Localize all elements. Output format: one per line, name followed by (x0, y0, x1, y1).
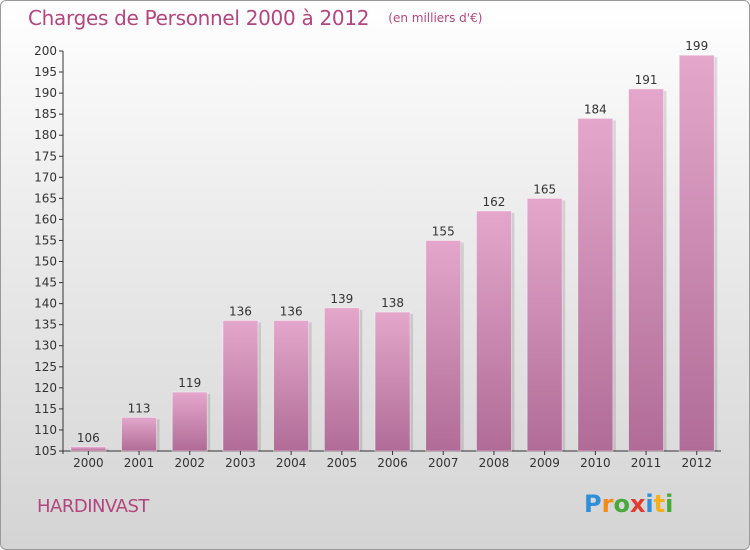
value-label-2007: 155 (432, 224, 455, 238)
x-tick-label-2007: 2007 (428, 456, 459, 470)
x-tick-label-2005: 2005 (327, 456, 358, 470)
value-label-2006: 138 (381, 296, 404, 310)
y-tick-label: 125 (34, 360, 57, 374)
bar-2008 (476, 210, 512, 452)
value-label-2012: 199 (685, 39, 708, 53)
y-tick-label: 180 (34, 128, 57, 142)
y-tick-label: 135 (34, 318, 57, 332)
y-tick-label: 195 (34, 65, 57, 79)
logo-letter: r (601, 490, 614, 518)
x-tick-label-2011: 2011 (631, 456, 662, 470)
value-label-2001: 113 (128, 401, 151, 415)
y-tick-label: 185 (34, 107, 57, 121)
bar-2011 (628, 88, 664, 452)
y-tick-label: 200 (34, 44, 57, 58)
y-tick-label: 170 (34, 170, 57, 184)
value-label-2002: 119 (178, 376, 201, 390)
logo-letter: i (665, 490, 674, 518)
bar-2002 (171, 391, 208, 452)
x-tick-label-2002: 2002 (174, 456, 205, 470)
bar-2004 (273, 320, 310, 452)
y-tick-label: 130 (34, 339, 57, 353)
x-tick-label-2012: 2012 (681, 456, 712, 470)
x-tick-label-2003: 2003 (225, 456, 256, 470)
x-tick-label-2004: 2004 (276, 456, 307, 470)
x-tick-label-2010: 2010 (580, 456, 611, 470)
bar-2007 (425, 240, 462, 452)
y-tick-label: 165 (34, 191, 57, 205)
chart-subtitle: (en milliers d'€) (388, 11, 483, 25)
y-tick-label: 155 (34, 233, 57, 247)
y-tick-label: 150 (34, 255, 57, 269)
y-tick-label: 160 (34, 212, 57, 226)
logo-letter: i (645, 490, 654, 518)
y-tick-label: 145 (34, 276, 57, 290)
bar-2009 (526, 197, 563, 452)
value-label-2008: 162 (482, 195, 505, 209)
location-label: HARDINVAST (37, 496, 149, 517)
value-label-2011: 191 (635, 73, 658, 87)
bar-2000 (70, 446, 107, 452)
value-label-2004: 136 (280, 304, 303, 318)
x-tick-label-2001: 2001 (124, 456, 155, 470)
x-tick-label-2006: 2006 (377, 456, 408, 470)
chart-title: Charges de Personnel 2000 à 2012 (28, 6, 370, 30)
bar-2003 (222, 320, 259, 452)
logo-letter: x (629, 490, 646, 518)
value-label-2010: 184 (584, 102, 607, 116)
y-tick-label: 190 (34, 86, 57, 100)
bar-2001 (121, 416, 157, 452)
x-tick-label-2008: 2008 (479, 456, 510, 470)
bar-2006 (374, 311, 411, 452)
title-block: Charges de Personnel 2000 à 2012 (en mil… (28, 6, 482, 30)
y-tick-label: 175 (34, 149, 57, 163)
x-tick-label-2009: 2009 (529, 456, 560, 470)
value-label-2009: 165 (533, 182, 556, 196)
value-label-2000: 106 (77, 431, 100, 445)
y-tick-label: 115 (34, 402, 57, 416)
proxiti-logo: Proxiti (584, 490, 673, 518)
value-label-2005: 139 (330, 292, 353, 306)
bar-2005 (323, 307, 360, 452)
logo-letter: t (653, 490, 666, 518)
bar-2012 (678, 54, 715, 452)
y-tick-label: 140 (34, 297, 57, 311)
logo-letter: P (584, 490, 602, 518)
x-tick-label-2000: 2000 (73, 456, 104, 470)
y-tick-label: 110 (34, 423, 57, 437)
bar-2010 (577, 117, 614, 452)
value-label-2003: 136 (229, 304, 252, 318)
y-tick-label: 120 (34, 381, 57, 395)
logo-letter: o (613, 490, 630, 518)
y-tick-label: 105 (34, 444, 57, 458)
